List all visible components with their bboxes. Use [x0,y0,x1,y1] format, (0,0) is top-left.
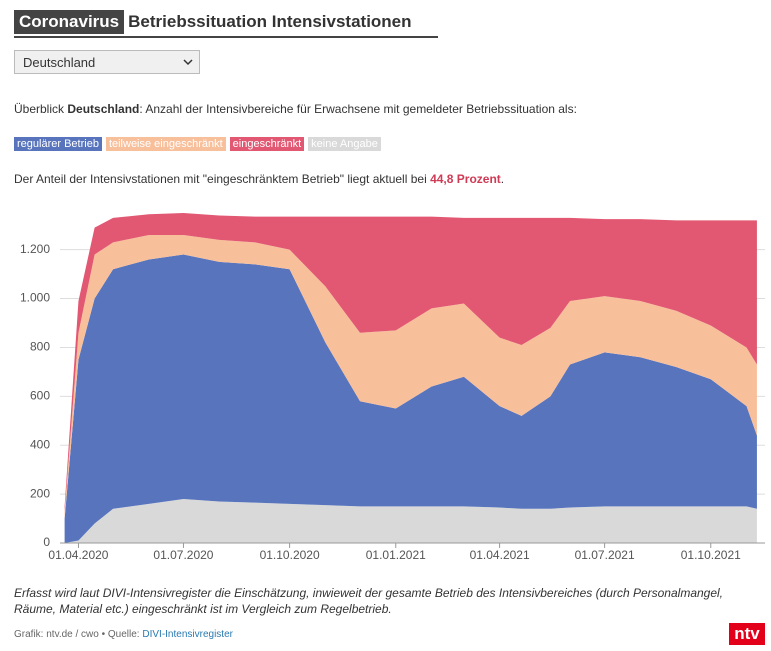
y-tick-label: 400 [30,437,50,451]
select-arrow [183,59,193,66]
area [64,499,757,543]
region-select[interactable]: Deutschland [14,50,200,74]
status-value: 44,8 Prozent [430,172,501,186]
area [64,213,757,512]
status: Der Anteil der Intensivstationen mit "ei… [14,172,504,186]
legend-item: teilweise eingeschränkt [105,137,226,151]
x-tick-label: 01.07.2020 [153,548,213,562]
x-tick-label: 01.01.2021 [366,548,426,562]
y-tick-label: 200 [30,486,50,500]
intro-text: : Anzahl der Intensivbereiche für Erwach… [139,102,577,116]
area [64,254,757,544]
y-tick-label: 0 [43,535,50,549]
chart: 0 200 400 600 800 1.000 1.200 01.04.2020 01.07.2… [20,213,765,562]
status-end: . [500,172,505,186]
x-tick-label: 01.04.2020 [48,548,108,562]
credit-text: Grafik: ntv.de / cwo • Quelle: [14,629,143,640]
x-tick-label: 01.07.2021 [575,548,635,562]
legend-item: keine Angabe [308,137,381,151]
credit: Grafik: ntv.de / cwo • Quelle: DIVI-Inte… [14,629,233,640]
logo: ntv [729,623,765,645]
intro-prefix: Überblick [14,102,68,116]
area [64,235,757,519]
y-tick-label: 1.000 [20,291,50,305]
legend: regulärer Betrieb teilweise eingeschränkt… [14,137,385,151]
status-text: Der Anteil der Intensivstationen mit "ei… [14,172,431,186]
x-tick-label: 01.10.2020 [260,548,320,562]
source-link[interactable]: DIVI-Intensivregister [142,629,233,640]
footnote: Erfasst wird laut DIVI-Intensivregister … [14,586,724,616]
select-value: Deutschland [23,55,96,70]
y-tick-label: 800 [30,340,50,354]
legend-item: regulärer Betrieb [14,137,102,151]
header: Coronavirus Betriebssituation Intensivsta… [14,10,438,38]
y-tick-label: 600 [30,389,50,403]
header-tag: Coronavirus [14,10,125,34]
x-tick-label: 01.04.2021 [470,548,530,562]
x-tick-label: 01.10.2021 [681,548,741,562]
y-tick-label: 1.200 [20,242,50,256]
header-title: Betriebssituation Intensivstationen [128,12,412,31]
intro-region: Deutschland [67,102,140,116]
intro: Überblick Deutschland: Anzahl der Intens… [14,102,577,116]
legend-item: eingeschränkt [229,137,305,151]
